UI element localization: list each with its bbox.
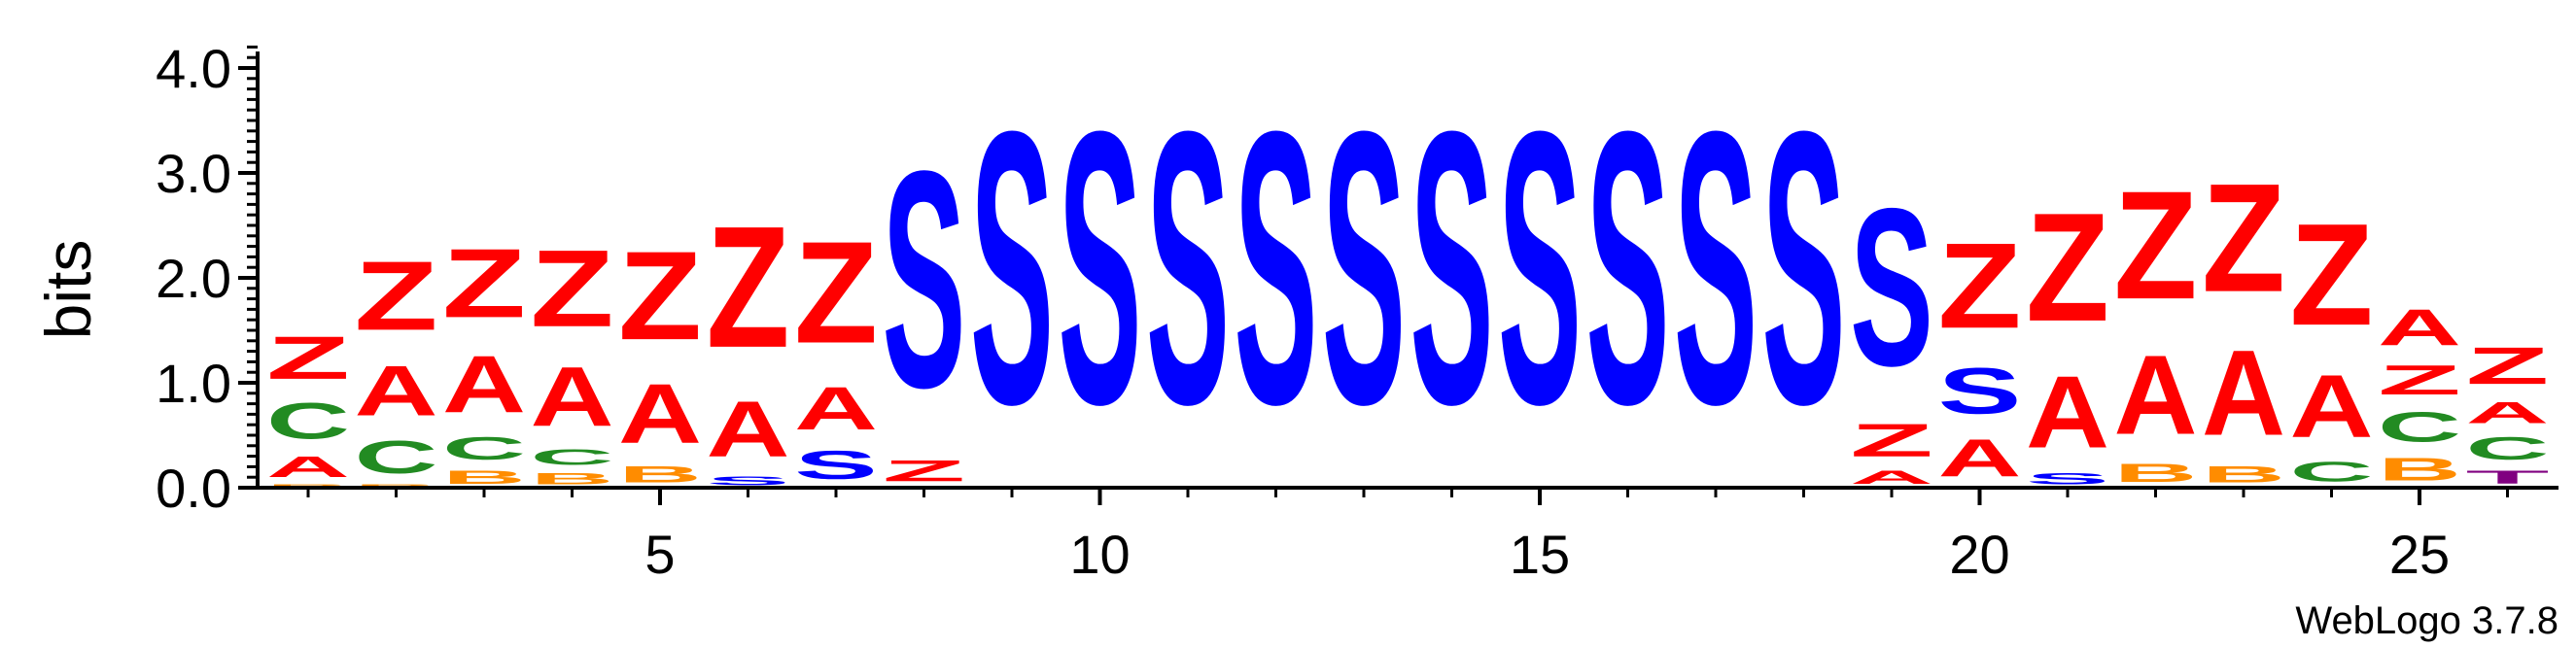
logo-letter-b-pos-4: B — [531, 470, 614, 488]
logo-letter-s-pos-10: S — [1059, 51, 1142, 485]
logo-letter-z-pos-26: Z — [2466, 336, 2550, 395]
x-tick-label: 5 — [644, 524, 675, 585]
y-tick-label: 4.0 — [156, 38, 231, 99]
axes: 0.0 1.0 2.0 3.0 4.0 5 10 15 20 25 — [156, 38, 2559, 585]
logo-letter-b-pos-3: B — [442, 467, 526, 488]
logo-letter-a-pos-3: A — [442, 338, 526, 429]
logo-letter-z-pos-23: Z — [2202, 152, 2285, 324]
logo-letter-s-pos-8: S — [883, 107, 966, 452]
x-tick-label: 25 — [2389, 524, 2450, 585]
logo-letter-s-pos-15: S — [1498, 51, 1582, 485]
logo-letter-z-pos-21: Z — [2026, 181, 2109, 354]
logo-letter-a-pos-4: A — [530, 351, 613, 445]
logo-letter-c-pos-26: C — [2466, 430, 2550, 467]
logo-letter-c-pos-1: C — [266, 392, 350, 450]
logo-letter-s-pos-9: S — [970, 51, 1054, 485]
logo-letter-z-pos-4: Z — [531, 228, 614, 351]
logo-letter-s-pos-11: S — [1146, 51, 1230, 485]
logo-letter-s-pos-18: S — [1762, 51, 1846, 485]
logo-letter-z-pos-1: Z — [266, 324, 350, 392]
logo-letter-b-pos-23: B — [2202, 461, 2285, 488]
x-tick-label: 15 — [1510, 524, 1570, 585]
y-axis-label: bits — [32, 240, 104, 340]
logo-letter-s-pos-19: S — [1850, 160, 1933, 412]
logo-letter-z-pos-3: Z — [442, 228, 526, 338]
logo-letter-z-pos-5: Z — [618, 224, 702, 366]
logo-letter-z-pos-25: Z — [2378, 357, 2461, 403]
logo-letter-c-pos-4: C — [531, 445, 614, 470]
logo-letter-s-pos-14: S — [1410, 51, 1494, 485]
logo-letter-s-pos-6: S — [707, 474, 790, 488]
logo-letter-s-pos-16: S — [1586, 51, 1670, 485]
logo-letter-a-pos-23: A — [2202, 324, 2285, 460]
logo-letter-c-pos-2: C — [355, 431, 438, 484]
footer-version-text: WebLogo 3.7.8 — [2295, 599, 2559, 642]
logo-letter-a-pos-24: A — [2290, 357, 2374, 457]
logo-letter-s-pos-12: S — [1235, 51, 1318, 485]
x-tick-label: 10 — [1069, 524, 1130, 585]
logo-letter-b-pos-5: B — [618, 461, 702, 488]
logo-letter-b-pos-1: B — [266, 484, 350, 488]
logo-letter-a-pos-7: A — [794, 375, 878, 443]
logo-letter-c-pos-3: C — [442, 430, 526, 467]
logo-letter-s-pos-20: S — [1938, 355, 2022, 427]
logo-letter-z-pos-6: Z — [707, 191, 790, 385]
logo-letter-a-pos-19: A — [1850, 467, 1933, 488]
y-tick-label: 2.0 — [156, 248, 231, 309]
logo-letter-a-pos-25: A — [2378, 299, 2461, 357]
logo-letter-a-pos-6: A — [706, 384, 789, 473]
logo-letter-t-pos-26: T — [2466, 466, 2550, 487]
y-tick-label: 3.0 — [156, 143, 231, 204]
x-tick-label: 20 — [1949, 524, 2009, 585]
logo-letter-a-pos-26: A — [2466, 395, 2550, 429]
logo-letter-b-pos-22: B — [2114, 459, 2198, 488]
logo-letter-a-pos-20: A — [1937, 427, 2021, 488]
logo-letter-z-pos-24: Z — [2290, 193, 2374, 356]
logo-letter-a-pos-2: A — [354, 351, 437, 430]
logo-letter-a-pos-21: A — [2026, 354, 2109, 469]
logo-letter-z-pos-7: Z — [794, 212, 878, 374]
logo-letter-b-pos-25: B — [2378, 451, 2461, 488]
logo-letter-a-pos-1: A — [266, 450, 350, 483]
logo-letter-s-pos-13: S — [1322, 51, 1406, 485]
logo-letter-c-pos-24: C — [2290, 457, 2374, 488]
logo-letter-s-pos-21: S — [2026, 470, 2109, 488]
logo-letter-z-pos-19: Z — [1850, 415, 1933, 467]
logo-letter-z-pos-8: Z — [883, 454, 966, 488]
logo-letter-a-pos-5: A — [618, 367, 702, 461]
logo-letter-b-pos-2: B — [354, 484, 437, 488]
logo-letter-a-pos-22: A — [2113, 332, 2197, 458]
y-tick-label: 0.0 — [156, 458, 231, 519]
logo-letter-c-pos-25: C — [2378, 403, 2461, 450]
logo-letter-s-pos-7: S — [794, 443, 878, 488]
logo-letter-z-pos-20: Z — [1938, 218, 2022, 354]
y-tick-label: 1.0 — [156, 353, 231, 414]
logo-letter-s-pos-17: S — [1674, 51, 1758, 485]
logo-letter-z-pos-2: Z — [355, 241, 438, 351]
logo-letter-z-pos-22: Z — [2114, 158, 2198, 331]
